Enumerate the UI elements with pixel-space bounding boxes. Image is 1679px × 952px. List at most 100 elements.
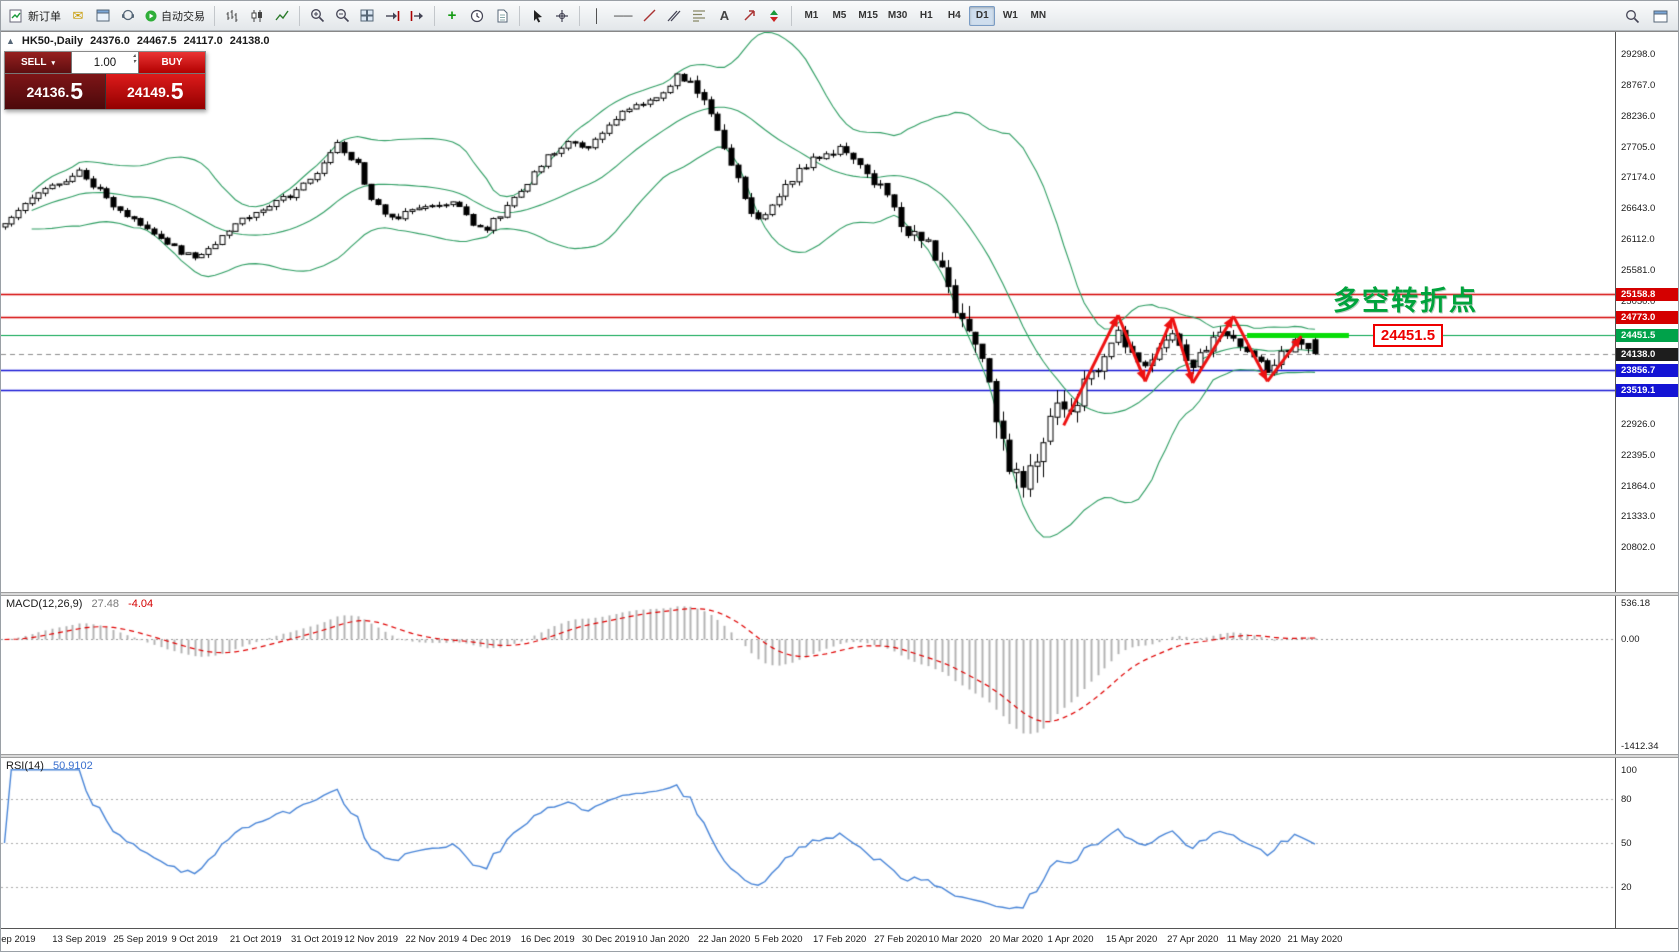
date-axis-label: 11 May 2020 (1226, 934, 1281, 945)
crosshair-icon[interactable] (550, 4, 574, 28)
date-axis-label: 1 Apr 2020 (1047, 934, 1094, 945)
autotrade-label: 自动交易 (161, 10, 205, 23)
date-axis-label: 16 Dec 2019 (520, 934, 575, 945)
arrows-icon[interactable] (737, 4, 761, 28)
tile-windows-icon[interactable] (355, 4, 379, 28)
sell-button[interactable]: SELL ▾ (5, 52, 71, 73)
volume-value: 1.00 (93, 56, 117, 69)
price-axis-label: 27174.0 (1621, 172, 1656, 184)
buy-button[interactable]: BUY (139, 52, 205, 73)
price-axis-label: 21333.0 (1621, 511, 1656, 523)
autotrade-play-icon (145, 10, 157, 21)
indicators-icon[interactable]: + (447, 7, 457, 24)
rsi-canvas[interactable] (1, 758, 1617, 928)
rsi-axis-label: 100 (1621, 764, 1637, 776)
date-axis-label: 4 Dec 2019 (462, 934, 511, 945)
price-axis-label: 21864.0 (1621, 480, 1656, 492)
timeframe-mn[interactable]: MN (1025, 6, 1051, 26)
price-axis-label: 28767.0 (1621, 79, 1656, 91)
search-icon[interactable] (1620, 4, 1644, 28)
symbol-name: HK50-,Daily (21, 35, 84, 47)
text-icon[interactable]: A (719, 8, 730, 23)
timeframe-w1[interactable]: W1 (997, 6, 1023, 26)
timeframe-m30[interactable]: M30 (884, 6, 911, 26)
panel-splitter-1[interactable] (1, 592, 1678, 596)
sell-price: 24136. (26, 83, 70, 100)
periods-icon[interactable] (465, 4, 489, 28)
date-axis-label: 17 Feb 2020 (812, 934, 867, 945)
ohlc-low: 24117.0 (183, 35, 223, 47)
date-axis-label: 9 Oct 2019 (171, 934, 218, 945)
price-tag-annotation: 24451.5 (1372, 324, 1444, 348)
sell-price-fraction: 5 (70, 78, 84, 104)
one-click-trading-panel: SELL ▾ 1.00 ▴ ▾ BUY 24136. 5 24149. (4, 51, 206, 110)
zoom-in-icon[interactable] (305, 4, 329, 28)
trendline-icon[interactable] (637, 4, 661, 28)
macd-axis[interactable]: 536.18 0.00 -1412.34 (1615, 596, 1678, 754)
volume-input[interactable]: 1.00 ▴ ▾ (71, 52, 139, 73)
date-axis-label: 21 May 2020 (1287, 934, 1343, 945)
rsi-axis-label: 80 (1621, 794, 1632, 806)
horizontal-line-icon[interactable]: ── (614, 8, 633, 23)
price-chart-panel: 29298.0 28767.0 28236.0 27705.0 27174.0 26643… (1, 31, 1678, 592)
candlestick-chart-icon[interactable] (245, 4, 269, 28)
new-order-button[interactable]: 新订单 (5, 4, 65, 28)
price-axis[interactable]: 29298.0 28767.0 28236.0 27705.0 27174.0 26643… (1615, 32, 1678, 592)
ohlc-close: 24138.0 (229, 35, 270, 47)
autotrade-button[interactable]: 自动交易 (141, 4, 209, 28)
timeframe-m15[interactable]: M15 (854, 6, 881, 26)
order-arrows-icon[interactable] (762, 4, 786, 28)
channel-icon[interactable] (662, 4, 686, 28)
mail-icon[interactable]: ✉ (72, 8, 84, 23)
new-order-icon (9, 9, 22, 22)
timeframe-h4[interactable]: H4 (941, 6, 967, 26)
rsi-axis[interactable]: 100 80 50 20 (1615, 758, 1678, 928)
auto-scroll-icon[interactable] (380, 4, 404, 28)
price-axis-label: 29298.0 (1621, 49, 1656, 61)
chart-profile-icon[interactable] (91, 4, 115, 28)
volume-up-icon[interactable]: ▴ (132, 53, 136, 59)
chart-shift-icon[interactable] (405, 4, 429, 28)
rsi-value: 50.9102 (52, 760, 93, 772)
date-axis-label: 31 Oct 2019 (290, 934, 343, 945)
fibonacci-icon[interactable] (687, 4, 711, 28)
macd-value: 27.48 (91, 598, 120, 610)
price-axis-label: 27705.0 (1621, 141, 1656, 153)
volume-down-icon[interactable]: ▾ (132, 59, 136, 65)
line-chart-icon[interactable] (270, 4, 294, 28)
level-price-label: 23519.1 (1616, 383, 1678, 397)
panel-splitter-2[interactable] (1, 754, 1678, 758)
turning-point-annotation: 多空转折点 (1333, 285, 1478, 316)
macd-axis-label: 0.00 (1621, 634, 1640, 646)
zoom-out-icon[interactable] (330, 4, 354, 28)
price-axis-label: 26643.0 (1621, 203, 1656, 215)
sell-caret-icon: ▾ (51, 59, 56, 67)
price-axis-label: 20802.0 (1621, 542, 1656, 554)
macd-signal-value: -4.04 (128, 598, 154, 610)
window-icon[interactable] (1648, 4, 1672, 28)
rsi-name: RSI(14) (6, 760, 44, 772)
templates-icon[interactable] (490, 4, 514, 28)
price-axis-label: 26112.0 (1621, 234, 1655, 246)
macd-canvas[interactable] (1, 596, 1617, 754)
date-axis-label: 5 Feb 2020 (754, 934, 803, 945)
macd-axis-label: 536.18 (1621, 598, 1651, 609)
level-price-label: 24773.0 (1616, 310, 1678, 324)
rsi-axis-label: 50 (1621, 838, 1632, 849)
timeframe-d1[interactable]: D1 (969, 5, 996, 26)
support-icon[interactable] (116, 4, 140, 28)
date-axis-label: 15 Apr 2020 (1106, 934, 1158, 945)
timeframe-h1[interactable]: H1 (913, 6, 939, 26)
cursor-icon[interactable] (525, 4, 549, 28)
price-chart-canvas[interactable] (1, 32, 1617, 592)
timeframe-m1[interactable]: M1 (798, 6, 824, 26)
bar-chart-icon[interactable] (220, 4, 244, 28)
timeframe-m5[interactable]: M5 (826, 6, 852, 26)
buy-price-button[interactable]: 24149. 5 (105, 74, 205, 109)
vertical-line-icon[interactable]: │ (592, 8, 602, 23)
date-axis-label: 25 Sep 2019 (113, 934, 168, 945)
new-order-label: 新订单 (28, 10, 61, 23)
sell-price-button[interactable]: 24136. 5 (5, 74, 106, 109)
